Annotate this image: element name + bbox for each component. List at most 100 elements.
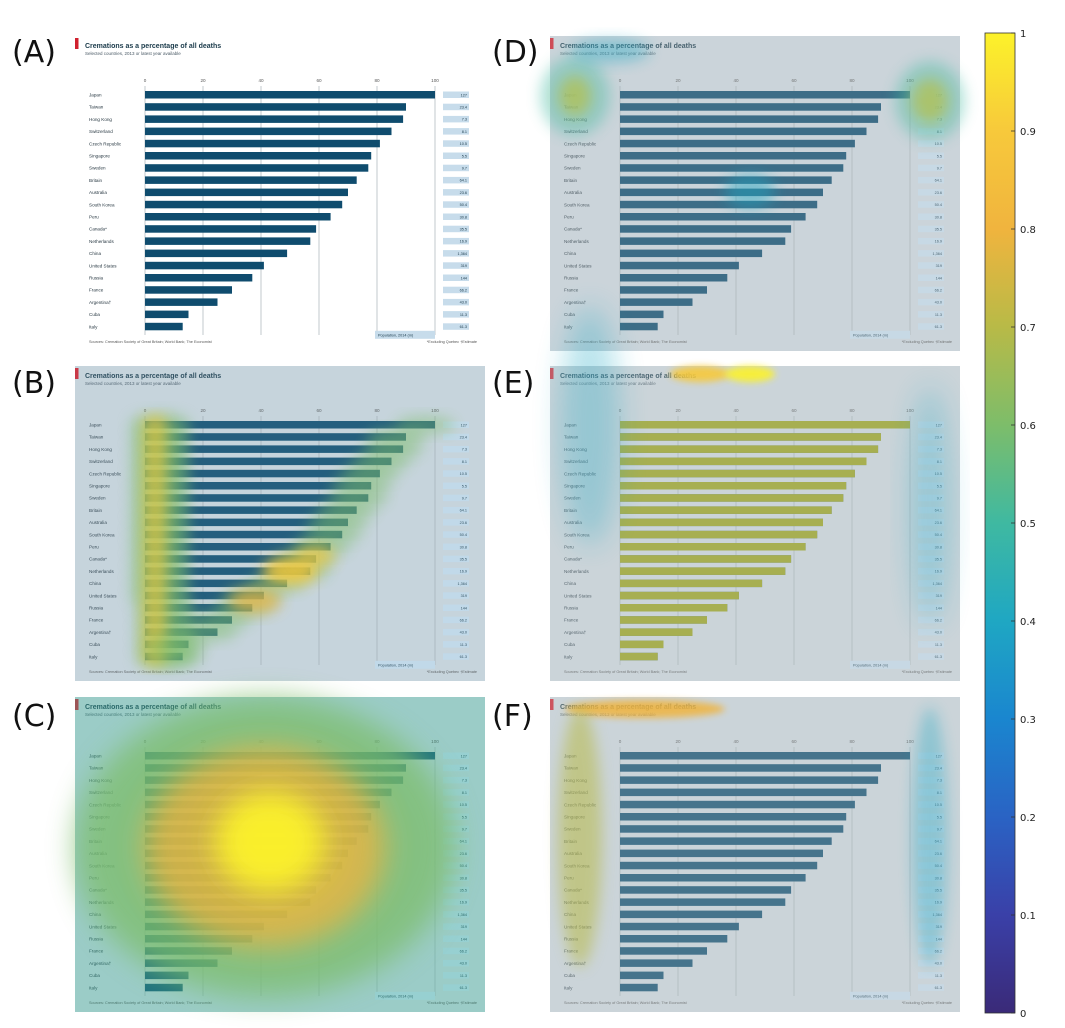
population-cell	[443, 850, 469, 857]
population-cell	[918, 653, 944, 660]
bar	[145, 494, 369, 502]
category-label: Australia	[89, 190, 107, 195]
population-label: 127	[461, 93, 467, 97]
bar	[145, 421, 435, 429]
bar	[620, 91, 910, 99]
population-label: 127	[461, 423, 467, 427]
heatmap-blob	[565, 700, 725, 718]
colorbar-tick-label: 0	[1020, 1009, 1026, 1020]
population-label: 23.4	[460, 436, 467, 440]
population-cell	[443, 813, 469, 820]
bar	[620, 837, 832, 845]
population-cell	[918, 250, 944, 257]
category-label: Japan	[89, 754, 102, 759]
heatmap-bar	[620, 628, 693, 636]
colorbar-tick-label: 0.1	[1020, 911, 1036, 922]
x-tick-label: 40	[733, 739, 739, 744]
x-tick-label: 80	[374, 408, 380, 413]
population-label: 11.3	[935, 313, 942, 317]
category-label: United States	[564, 593, 592, 598]
bar	[145, 298, 218, 306]
population-label: 61.3	[460, 325, 467, 329]
heatmap-bar	[620, 469, 855, 478]
population-cell	[443, 128, 469, 135]
panel-label-a: (A)	[12, 35, 56, 70]
population-cell	[443, 874, 469, 881]
category-label: South Korea	[564, 202, 590, 207]
bar	[145, 579, 288, 588]
bar	[145, 274, 253, 282]
population-label: 50.4	[460, 203, 467, 207]
population-cell	[443, 752, 469, 759]
footnote-sources: Sources: Cremation Society of Great Brit…	[89, 670, 213, 674]
chart-subtitle: Selected countries, 2013 or latest year …	[85, 381, 181, 386]
x-tick-label: 20	[675, 739, 681, 744]
population-cell	[443, 421, 469, 428]
population-label: 66.2	[935, 289, 942, 293]
category-label: Canada*	[89, 227, 107, 232]
bar	[145, 139, 380, 148]
population-label: 30.8	[935, 215, 942, 219]
population-label: 5.5	[462, 484, 467, 488]
bar	[620, 971, 664, 980]
bar	[145, 604, 253, 612]
footnote-notes: *Excluding Quebec †Estimate	[902, 670, 952, 674]
colorbar-tick-label: 1	[1020, 29, 1026, 40]
population-cell	[443, 140, 469, 147]
population-label: 43.0	[935, 301, 942, 305]
saliency-overlay	[550, 697, 960, 1012]
category-label: Italy	[89, 985, 98, 990]
heatmap-bar	[620, 494, 844, 502]
population-header: Population, 2014 (m)	[378, 333, 414, 337]
population-label: 23.6	[460, 191, 467, 195]
heatmap-bar	[620, 652, 658, 661]
bar	[145, 103, 406, 111]
colorbar-tick-label: 0.7	[1020, 323, 1036, 334]
category-label: Argentina†	[89, 630, 112, 635]
bar	[620, 164, 844, 172]
category-label: Argentina†	[564, 630, 587, 635]
category-label: Canada*	[564, 227, 582, 232]
bar	[620, 310, 664, 319]
chart-title: Cremations as a percentage of all deaths	[85, 373, 221, 380]
x-tick-label: 60	[791, 78, 797, 83]
bar	[145, 115, 404, 123]
heatmap-blob	[910, 386, 950, 626]
category-label: Italy	[89, 324, 98, 329]
population-label: 23.4	[460, 106, 467, 110]
population-cell	[443, 911, 469, 918]
population-cell	[918, 286, 944, 294]
bar	[620, 261, 739, 270]
heatmap-bar	[620, 530, 818, 539]
population-header: Population, 2014 (m)	[853, 663, 889, 667]
colorbar-tick-label: 0.5	[1020, 519, 1036, 530]
population-cell	[443, 201, 469, 208]
category-label: Cuba	[564, 312, 575, 317]
category-label: Russia	[564, 606, 578, 611]
heatmap-blob	[215, 792, 325, 892]
population-cell	[443, 213, 469, 220]
bar	[620, 788, 867, 797]
population-label: 23.6	[935, 191, 942, 195]
chart-subtitle: Selected countries, 2013 or latest year …	[85, 712, 181, 717]
category-label: Peru	[89, 215, 99, 220]
population-label: 61.3	[935, 655, 942, 659]
population-label: 5.5	[937, 154, 942, 158]
category-label: South Korea	[564, 532, 590, 537]
population-label: 16.9	[460, 240, 467, 244]
population-cell	[443, 103, 469, 111]
heatmap-bar	[620, 616, 707, 624]
heatmap-bar	[620, 445, 879, 453]
footnote-notes: *Excluding Quebec †Estimate	[427, 1001, 477, 1005]
population-header-box	[850, 660, 910, 669]
footnote-sources: Sources: Cremation Society of Great Brit…	[89, 340, 213, 344]
bar	[145, 91, 435, 99]
population-cell	[443, 262, 469, 269]
x-tick-label: 60	[316, 408, 322, 413]
saliency-overlay	[550, 306, 960, 681]
population-cell	[443, 189, 469, 196]
population-cell	[443, 506, 469, 514]
heatmap-blob	[570, 39, 650, 63]
bar	[620, 813, 847, 821]
x-tick-label: 0	[144, 408, 147, 413]
